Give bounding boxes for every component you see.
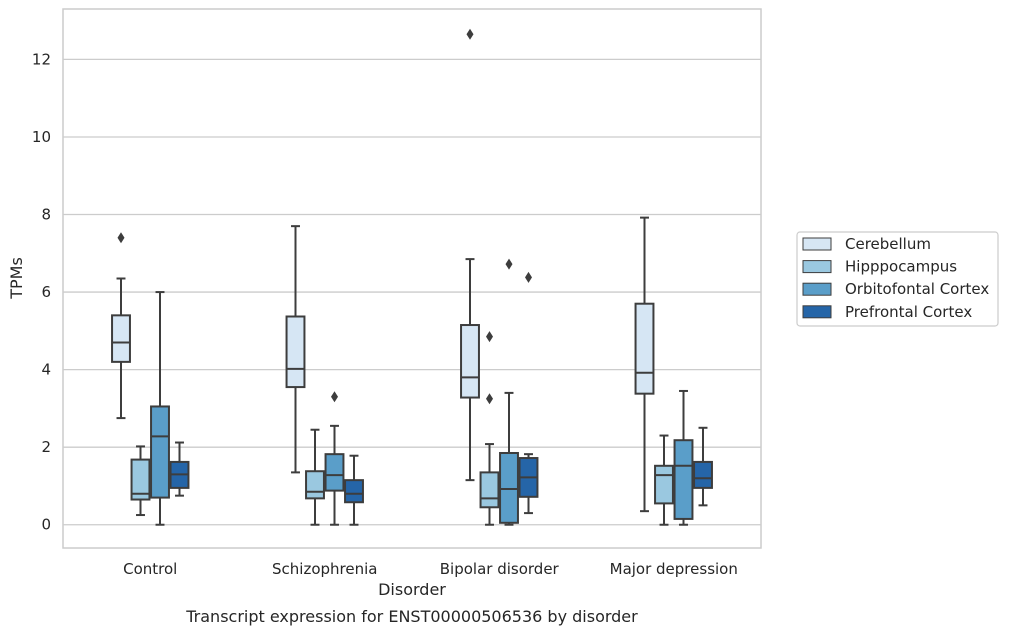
x-tick-label: Major depression (610, 560, 738, 578)
y-tick-label: 12 (32, 50, 51, 68)
y-tick-label: 6 (41, 283, 51, 301)
outlier-marker (466, 28, 474, 40)
box (285, 315, 306, 389)
box (305, 470, 325, 500)
box (479, 471, 500, 509)
box (654, 464, 674, 505)
outlier-marker (331, 391, 338, 403)
legend-label: Cerebellum (845, 235, 931, 253)
box (499, 451, 519, 524)
y-tick-label: 10 (32, 128, 51, 146)
box (673, 439, 694, 520)
x-tick-label: Control (123, 560, 177, 578)
outlier-marker (486, 331, 493, 343)
box (130, 458, 151, 501)
box-plot-marks (111, 28, 713, 526)
legend-frame (796, 231, 999, 327)
outlier-marker (525, 271, 532, 283)
legend-swatch (802, 305, 832, 319)
y-tick-label: 0 (41, 516, 51, 534)
box (150, 405, 170, 499)
outlier-marker (117, 232, 125, 244)
legend-swatch (802, 237, 832, 251)
box (693, 460, 713, 489)
legend-label: Hipppocampus (845, 258, 957, 276)
y-tick-label: 2 (41, 438, 51, 456)
box (324, 453, 345, 492)
outlier-marker (505, 258, 513, 270)
box (111, 314, 131, 363)
legend-swatch (802, 282, 832, 296)
box (460, 324, 480, 399)
y-tick-label: 8 (41, 206, 51, 224)
box (634, 302, 655, 395)
legend-label: Orbitofontal Cortex (845, 280, 989, 298)
legend-label: Prefrontal Cortex (845, 303, 972, 321)
x-axis-label: Disorder (378, 580, 446, 599)
outlier-marker (486, 393, 493, 405)
y-axis-label: TPMs (7, 257, 26, 300)
box (344, 479, 364, 504)
plot-frame (62, 8, 762, 549)
x-tick-label: Schizophrenia (272, 560, 377, 578)
legend-swatch (802, 260, 832, 274)
x-tick-label: Bipolar disorder (440, 560, 560, 578)
y-tick-labels: 0 2 4 6 8 10 12 (32, 50, 51, 533)
x-tick-labels: Control Schizophrenia Bipolar disorder Majo… (123, 560, 738, 578)
legend: Cerebellum Hipppocampus Orbitofontal Corte… (796, 231, 999, 327)
y-tick-label: 4 (41, 361, 51, 379)
figure-caption: Transcript expression for ENST0000050653… (185, 607, 638, 626)
